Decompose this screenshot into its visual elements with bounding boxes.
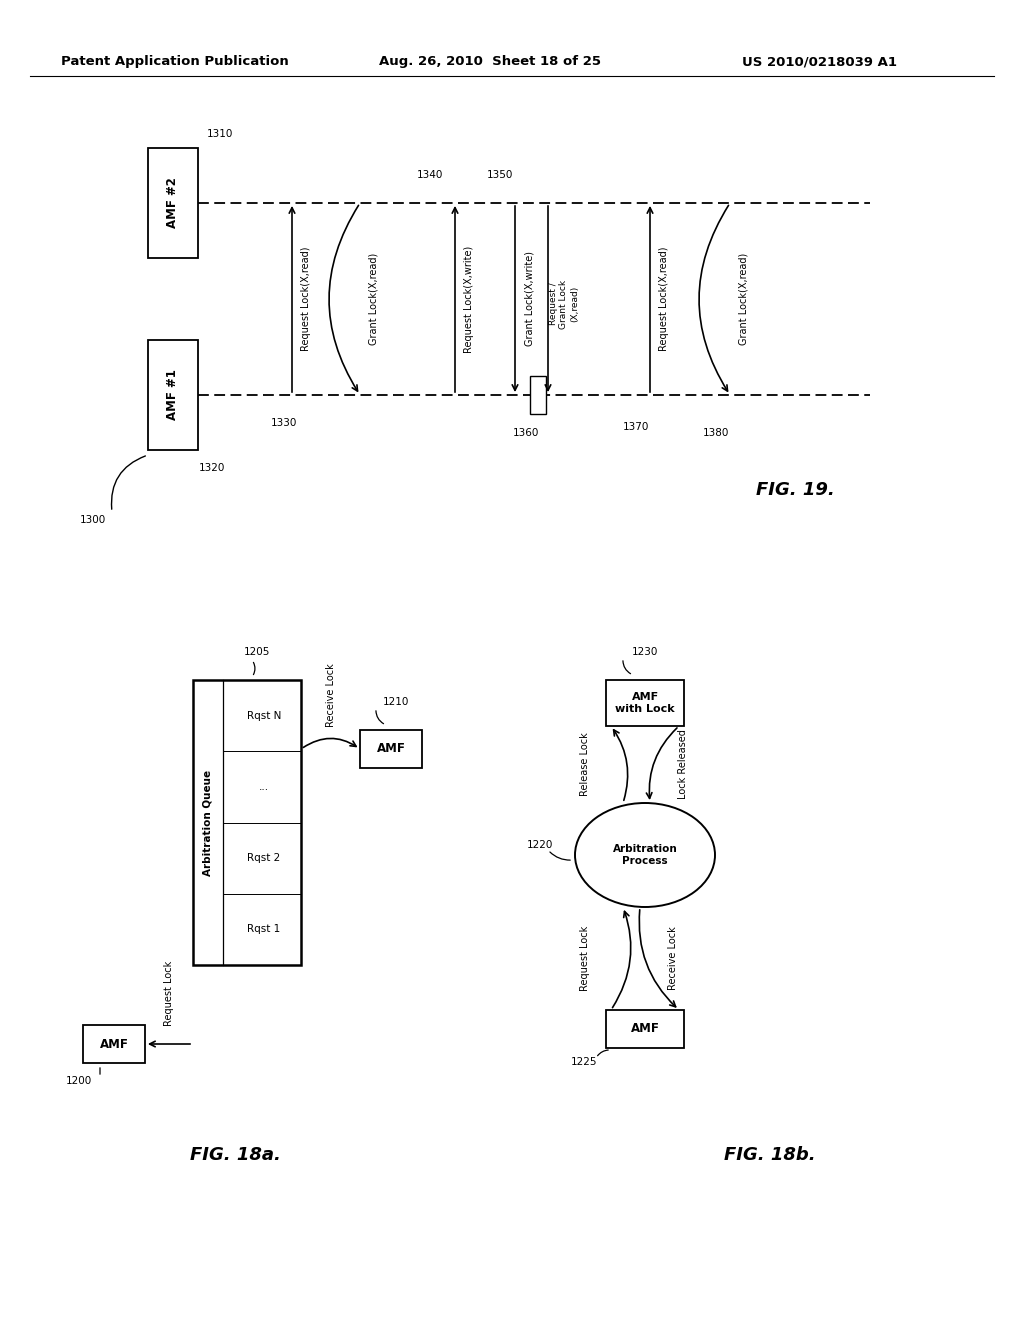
Text: 1300: 1300 bbox=[80, 515, 106, 525]
Text: 1340: 1340 bbox=[417, 170, 443, 180]
Text: Aug. 26, 2010  Sheet 18 of 25: Aug. 26, 2010 Sheet 18 of 25 bbox=[379, 55, 601, 69]
FancyArrowPatch shape bbox=[550, 851, 570, 861]
Text: 1210: 1210 bbox=[383, 697, 410, 708]
Text: AMF
with Lock: AMF with Lock bbox=[615, 692, 675, 714]
FancyArrowPatch shape bbox=[598, 1049, 608, 1056]
Text: 1380: 1380 bbox=[702, 428, 729, 438]
FancyArrowPatch shape bbox=[376, 710, 384, 723]
Text: Request Lock(X,write): Request Lock(X,write) bbox=[464, 246, 474, 352]
Text: 1350: 1350 bbox=[486, 170, 513, 180]
Text: Receive Lock: Receive Lock bbox=[326, 663, 336, 727]
FancyArrowPatch shape bbox=[253, 663, 255, 675]
Text: AMF: AMF bbox=[99, 1038, 128, 1051]
Bar bbox=[193, 680, 301, 965]
Text: Patent Application Publication: Patent Application Publication bbox=[61, 55, 289, 69]
Text: AMF #1: AMF #1 bbox=[167, 370, 179, 421]
Text: 1225: 1225 bbox=[570, 1057, 597, 1067]
Bar bbox=[148, 341, 198, 450]
Text: 1200: 1200 bbox=[66, 1076, 92, 1086]
Bar bbox=[606, 680, 684, 726]
Text: Grant Lock(X,write): Grant Lock(X,write) bbox=[524, 252, 534, 346]
Text: AMF #2: AMF #2 bbox=[167, 178, 179, 228]
Text: Release Lock: Release Lock bbox=[580, 733, 590, 796]
Bar bbox=[83, 1026, 145, 1063]
Text: AMF: AMF bbox=[631, 1023, 659, 1035]
Text: ...: ... bbox=[259, 781, 269, 792]
Text: Arbitration
Process: Arbitration Process bbox=[612, 845, 677, 866]
Text: FIG. 18b.: FIG. 18b. bbox=[724, 1146, 816, 1164]
Text: Grant Lock(X,read): Grant Lock(X,read) bbox=[739, 253, 749, 345]
FancyArrowPatch shape bbox=[623, 661, 631, 673]
Bar bbox=[530, 376, 546, 414]
Text: Rqst 2: Rqst 2 bbox=[248, 853, 281, 863]
Text: Rqst 1: Rqst 1 bbox=[248, 924, 281, 935]
Text: 1360: 1360 bbox=[513, 428, 540, 438]
Text: Request Lock: Request Lock bbox=[164, 961, 174, 1026]
Text: FIG. 18a.: FIG. 18a. bbox=[189, 1146, 281, 1164]
Text: Request Lock: Request Lock bbox=[580, 925, 590, 991]
Text: Request Lock(X,read): Request Lock(X,read) bbox=[659, 247, 669, 351]
Text: 1310: 1310 bbox=[207, 129, 233, 139]
Text: US 2010/0218039 A1: US 2010/0218039 A1 bbox=[742, 55, 897, 69]
Text: 1370: 1370 bbox=[623, 422, 649, 432]
Text: 1220: 1220 bbox=[526, 840, 553, 850]
Text: AMF: AMF bbox=[377, 742, 406, 755]
Text: Lock Released: Lock Released bbox=[678, 730, 688, 800]
Text: 1320: 1320 bbox=[199, 463, 225, 473]
Text: Receive Lock: Receive Lock bbox=[668, 927, 678, 990]
Bar bbox=[360, 730, 422, 768]
FancyArrowPatch shape bbox=[112, 455, 145, 510]
Text: Grant Lock(X,read): Grant Lock(X,read) bbox=[369, 253, 379, 345]
Text: 1205: 1205 bbox=[244, 647, 270, 657]
Text: 1330: 1330 bbox=[270, 418, 297, 428]
Text: Request /
Grant Lock
(X,read): Request / Grant Lock (X,read) bbox=[549, 280, 579, 329]
Ellipse shape bbox=[575, 803, 715, 907]
Bar bbox=[148, 148, 198, 257]
Text: Rqst N: Rqst N bbox=[247, 710, 282, 721]
Bar bbox=[606, 1010, 684, 1048]
Text: 1230: 1230 bbox=[632, 647, 658, 657]
Text: Request Lock(X,read): Request Lock(X,read) bbox=[301, 247, 311, 351]
Text: FIG. 19.: FIG. 19. bbox=[756, 480, 835, 499]
Text: Arbitration Queue: Arbitration Queue bbox=[203, 770, 213, 875]
